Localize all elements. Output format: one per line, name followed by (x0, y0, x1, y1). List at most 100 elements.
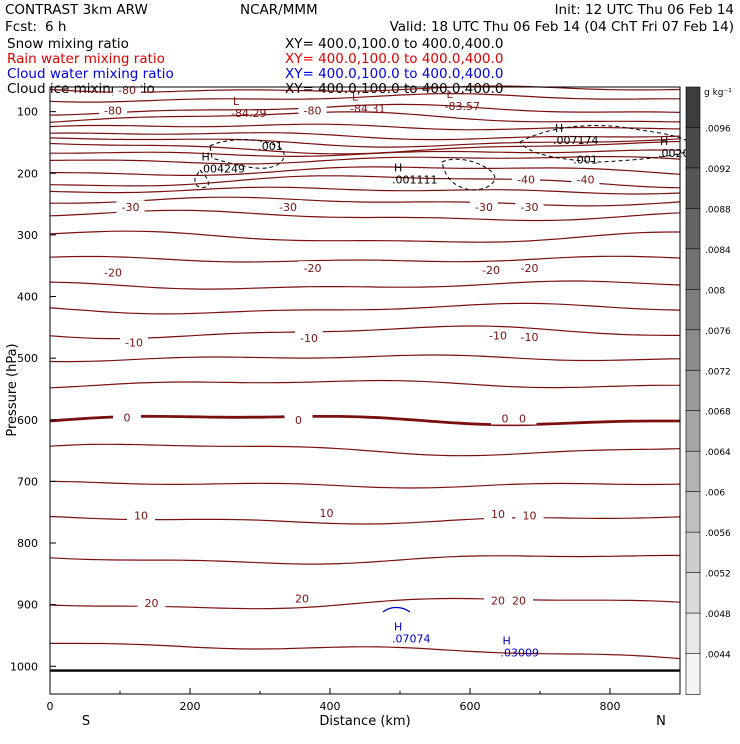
temperature-label: -20 (482, 264, 500, 277)
isotherm-line (50, 642, 681, 660)
y-tick-label: 1000 (10, 660, 38, 673)
temperature-label: -10 (521, 331, 539, 344)
temperature-label: -30 (521, 201, 539, 214)
y-tick-label: 200 (17, 167, 38, 180)
temperature-label: 10 (134, 509, 148, 522)
colorbar-swatch (685, 612, 701, 655)
temperature-label-bg (113, 410, 141, 424)
left-title: CONTRAST 3km ARW (5, 2, 148, 18)
colorbar-tick-label: .0064 (705, 448, 731, 458)
temperature-label-bg (571, 172, 600, 186)
x-axis-title: Distance (km) (319, 714, 410, 729)
temperature-label: -80 (118, 84, 136, 97)
colorbar-swatch (685, 653, 701, 695)
x-tick-label: 200 (180, 700, 201, 713)
extremum-letter: H (202, 150, 210, 163)
isotherm-line (49, 209, 681, 222)
x-tick-label: 600 (460, 700, 481, 713)
extremum-letter: L (233, 95, 240, 108)
temperature-label: 0 (502, 413, 509, 426)
temperature-label-bg (113, 83, 141, 97)
isotherm-line (49, 123, 681, 131)
temperature-label: -10 (300, 332, 318, 345)
y-axis-title: Pressure (hPa) (5, 343, 20, 436)
field-xy-rain: XY= 400.0,100.0 to 400.0,400.0 (285, 51, 503, 67)
temperature-label-bg (477, 263, 505, 277)
colorbar-tick-label: .0096 (705, 124, 731, 134)
colorbar-swatch (685, 369, 701, 412)
north-label: N (656, 714, 666, 729)
fcst-value: 6 h (45, 19, 66, 35)
colorbar-tick-label: .0056 (705, 529, 731, 539)
isotherm-line (49, 255, 681, 263)
temperature-label-bg (99, 103, 127, 117)
isotherm-line (49, 443, 681, 457)
temperature-label: 0 (295, 414, 302, 427)
temperature-label-bg (288, 591, 316, 605)
isotherm-line (49, 414, 680, 427)
y-tick-label: 800 (17, 537, 38, 550)
temperature-label-bg (515, 261, 544, 275)
colorbar-tick-label: .006 (705, 489, 725, 499)
extremum-value: -84.31 (350, 103, 385, 116)
extremum-value: .004249 (200, 162, 246, 175)
isotherm-line (49, 137, 681, 148)
colorbar-tick-label: .0076 (705, 327, 731, 337)
temperature-label: -20 (104, 266, 122, 279)
y-tick-label: 400 (17, 291, 38, 304)
colorbar-unit: g kg⁻¹ (704, 88, 732, 98)
temperature-label-bg (508, 411, 537, 425)
isotherm-line (49, 156, 681, 165)
field-xy-cloud-water: XY= 400.0,100.0 to 400.0,400.0 (285, 66, 503, 82)
isotherm-line (49, 302, 681, 315)
field-xy-cloud-ice: XY= 400.0,100.0 to 400.0,400.0 (285, 81, 503, 97)
extremum-value: -83.57 (445, 100, 480, 113)
temperature-label-bg (484, 507, 512, 521)
extremum-letter: H (555, 122, 563, 135)
cloud-ice-contour-label: .001 (573, 153, 598, 166)
field-name-cloud-water: Cloud water mixing ratio (7, 66, 174, 82)
extremum-value: .03009 (501, 647, 540, 660)
temperature-label-bg (298, 261, 327, 275)
extremum-value: .0020 (658, 147, 690, 160)
colorbar-swatch (685, 248, 701, 291)
isotherm-line (50, 149, 681, 157)
temperature-label: -30 (475, 201, 493, 214)
field-name-rain: Rain water mixing ratio (7, 51, 165, 67)
isotherm-line (49, 230, 680, 243)
temperature-label: 0 (124, 411, 131, 424)
colorbar-tick-label: .0092 (705, 165, 731, 175)
colorbar-swatch (685, 450, 701, 493)
isotherm-line (49, 85, 681, 93)
colorbar-tick-label: .0048 (705, 610, 731, 620)
fcst-label: Fcst: (5, 19, 37, 35)
x-tick-label: 400 (320, 700, 341, 713)
isotherm-line (49, 93, 680, 103)
extremum-value: .07074 (392, 633, 431, 646)
isotherm-line (49, 280, 681, 290)
extremum-value: -84.29 (231, 107, 266, 120)
temperature-label-bg (127, 508, 155, 522)
extremum-value: .007174 (553, 134, 599, 147)
temperature-label: -20 (521, 262, 539, 275)
y-tick-label: 900 (17, 599, 38, 612)
init-time: Init: 12 UTC Thu 06 Feb 14 (555, 2, 734, 18)
colorbar-tick-label: .0072 (705, 367, 731, 377)
y-tick-label: 500 (17, 352, 38, 365)
isotherm-line (49, 132, 681, 141)
colorbar-swatch (685, 127, 701, 169)
extremum-letter: L (447, 88, 454, 101)
cloud-ice-contour-label: .001 (258, 140, 283, 153)
colorbar-tick-label: .0044 (705, 651, 731, 661)
temperature-label-bg (298, 103, 327, 117)
temperature-label: 20 (295, 592, 309, 605)
plot-area: -80 -80 -80 -40 -40 -30 -30 -30 -30 -20 -20 -20 -20 -… (10, 83, 693, 713)
temperature-label-bg (99, 265, 127, 279)
colorbar-swatch (685, 531, 701, 574)
center-title: NCAR/MMM (240, 2, 318, 18)
temperature-label-bg (295, 330, 323, 344)
temperature-label: -30 (122, 201, 140, 214)
isotherm-line (49, 111, 681, 123)
temperature-label: -30 (279, 201, 297, 214)
